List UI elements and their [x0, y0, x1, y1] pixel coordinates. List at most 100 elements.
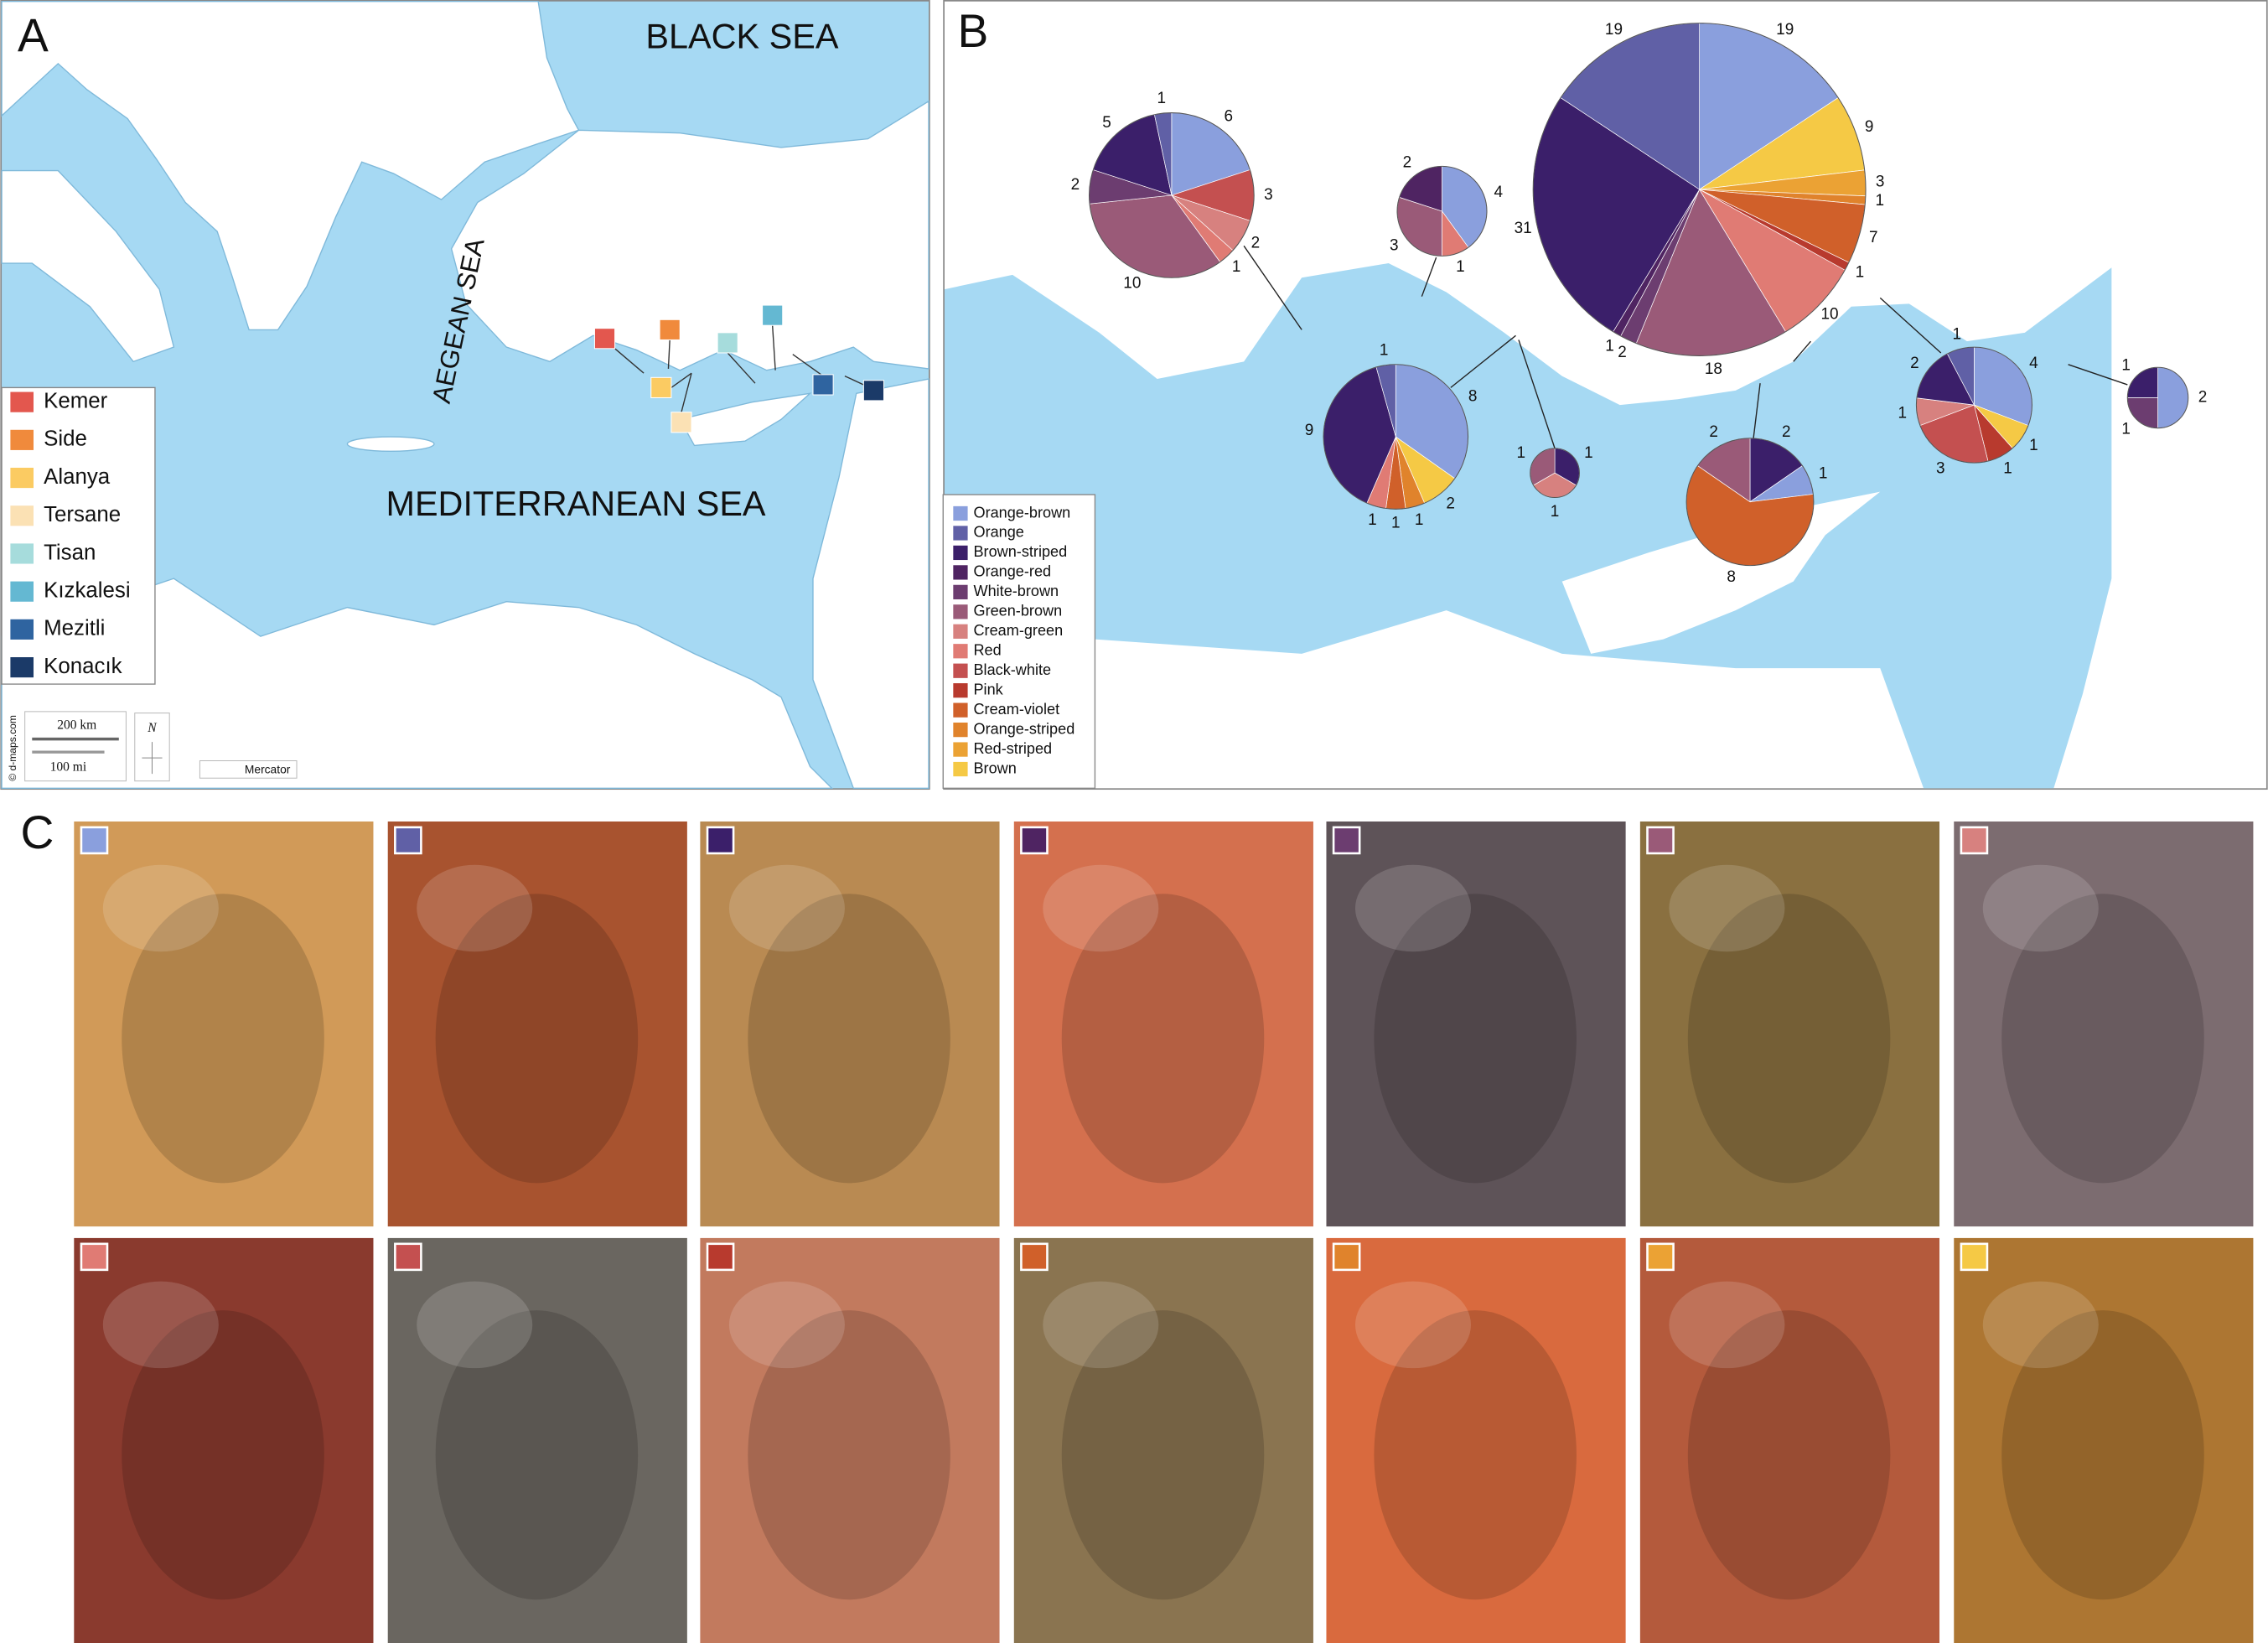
photo-swatch	[1960, 826, 1989, 855]
site-marker	[650, 376, 672, 398]
legend-swatch	[953, 702, 968, 718]
pie-outline	[1532, 23, 1867, 356]
morph-legend-items: Orange-brown Orange Brown-striped Orange-re…	[953, 504, 1074, 776]
projection-label: Mercator	[245, 763, 291, 775]
site-marker	[593, 328, 616, 350]
legend-swatch	[10, 657, 34, 678]
photo-detail	[1061, 894, 1265, 1184]
land	[1, 1, 929, 790]
pie-label: 2	[2198, 388, 2208, 406]
legend-label: Red-striped	[973, 740, 1052, 757]
pie-label: 1	[2003, 460, 2012, 478]
pie-label: 1	[1456, 258, 1465, 276]
scale-box	[24, 711, 127, 782]
site-marker	[812, 374, 834, 396]
photo-swatch	[1020, 826, 1049, 855]
pie-label: 19	[1605, 21, 1623, 39]
legend-swatch	[10, 429, 34, 450]
photo	[74, 1237, 374, 1643]
legend-swatch	[10, 581, 34, 602]
photo	[74, 822, 374, 1227]
photo-swatch	[1960, 1242, 1989, 1272]
pie-outline	[1323, 364, 1469, 510]
legend-swatch	[953, 722, 968, 738]
legend-swatch	[953, 644, 968, 659]
pie-label: 5	[1102, 114, 1111, 132]
legend-label: Mezitli	[44, 617, 105, 640]
legend-swatch	[10, 505, 34, 526]
legend-label: Side	[44, 428, 87, 451]
morph-legend	[942, 494, 1096, 790]
photo	[1954, 1237, 2254, 1643]
legend-swatch	[953, 604, 968, 619]
legend-label: Kemer	[44, 389, 108, 412]
pie-label: 7	[1869, 229, 1878, 246]
photo	[1013, 822, 1313, 1227]
photo-swatch	[1020, 1242, 1049, 1272]
photo-detail	[748, 1310, 950, 1600]
pie-label: 18	[1705, 360, 1722, 378]
panel-label: B	[958, 5, 989, 57]
map-b-sea	[944, 263, 2112, 789]
pie-outline	[1915, 346, 2032, 464]
pie-label: 9	[1865, 118, 1874, 136]
pie-label: 2	[1446, 495, 1455, 512]
credit: © d-maps.com	[7, 715, 18, 781]
photo-swatch	[1332, 826, 1361, 855]
legend-swatch	[953, 526, 968, 541]
pie-outline	[2126, 366, 2189, 429]
sea-label: MEDITERRANEAN SEA	[386, 485, 765, 523]
photo-detail	[435, 1310, 639, 1600]
legend-swatch	[10, 467, 34, 489]
pie-label: 8	[1468, 387, 1478, 405]
photo-detail	[102, 1281, 219, 1369]
pie-label: 2	[1251, 235, 1261, 252]
pie-label: 1	[2121, 420, 2131, 438]
pie-label: 1	[1605, 337, 1614, 355]
map-b: 6321102514132199317110182131198211191111…	[942, 0, 2268, 790]
photo	[1954, 822, 2254, 1227]
pie-label: 1	[1516, 444, 1525, 462]
map-a: BLACK SEA AEGEAN SEA MEDITERRANEAN SEA K…	[0, 0, 930, 790]
pie-outline	[1685, 438, 1815, 567]
legend-label: Orange-red	[973, 563, 1051, 580]
site-marker	[671, 412, 692, 433]
legend-label: Alanya	[44, 465, 111, 489]
legend-swatch	[953, 663, 968, 678]
pie-label: 3	[1390, 236, 1399, 254]
pie-label: 2	[1071, 176, 1080, 194]
photo-swatch	[394, 1242, 422, 1272]
photo-detail	[2001, 894, 2204, 1184]
pie-label: 1	[1898, 405, 1908, 422]
photo-detail	[1982, 1281, 2099, 1369]
photo-detail	[1061, 1310, 1265, 1600]
panel-label: A	[18, 9, 49, 61]
photo	[387, 1237, 687, 1643]
legend-label: Brown	[973, 759, 1016, 776]
photo-swatch	[706, 826, 735, 855]
legend-label: Cream-violet	[973, 701, 1059, 718]
pie-label: 10	[1123, 275, 1141, 293]
legend-label: Cream-green	[973, 622, 1063, 639]
photo-detail	[435, 894, 639, 1184]
pie-label: 9	[1305, 422, 1314, 439]
legend-label: White-brown	[973, 583, 1059, 599]
pie-label: 3	[1876, 174, 1885, 191]
photo-detail	[1669, 1281, 1785, 1369]
pie-label: 2	[1910, 355, 1919, 372]
photo	[700, 1237, 1000, 1643]
pie-label: 4	[2029, 355, 2038, 372]
pie-label: 19	[1776, 21, 1794, 39]
photo-swatch	[706, 1242, 735, 1272]
scale-label: 200 km	[57, 718, 96, 733]
legend-label: Tisan	[44, 541, 96, 564]
pie-label: 6	[1225, 107, 1234, 125]
photo-detail	[1374, 1310, 1577, 1600]
photo	[1326, 822, 1626, 1227]
legend-label: Red	[973, 642, 1001, 659]
photo-grid	[74, 822, 2254, 1643]
photo-swatch	[80, 826, 109, 855]
site-legend-items: Kemer Side Alanya Tersane Tisan Kızkalesi Mezi…	[10, 389, 131, 678]
